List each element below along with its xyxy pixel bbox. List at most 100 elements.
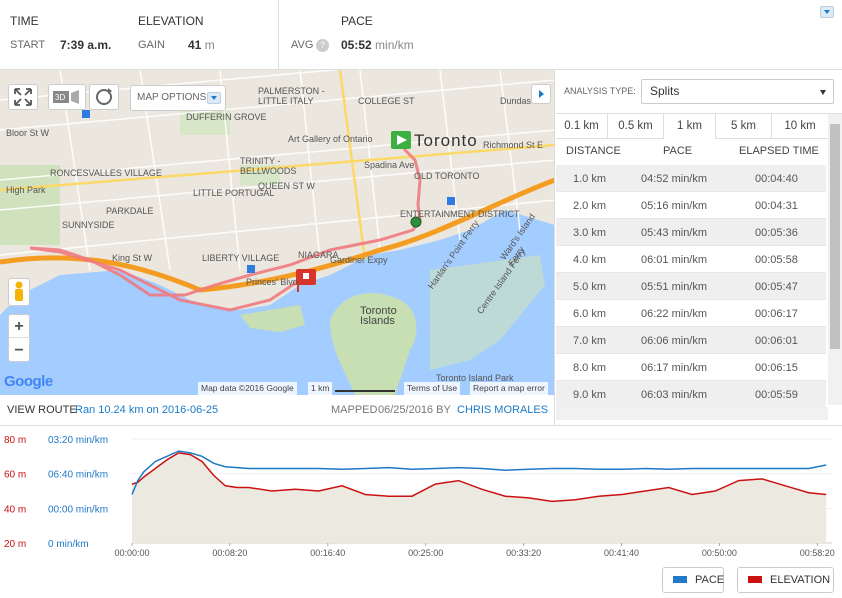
tab-0-1-km[interactable]: 0.1 km <box>556 114 608 139</box>
3d-view-button[interactable]: 3D <box>48 84 86 110</box>
vertical-scrollbar[interactable] <box>828 114 842 405</box>
map-label: QUEEN ST W <box>258 181 315 191</box>
horizontal-scrollbar[interactable] <box>556 407 828 420</box>
chart-plot: 80 m 60 m 40 m 20 m 03:20 min/km 06:40 min/km… <box>4 435 835 558</box>
x-tick: 00:00:00 <box>114 548 149 558</box>
map-options-dropdown[interactable]: MAP OPTIONS <box>130 85 226 111</box>
tab-0-5-km[interactable]: 0.5 km <box>608 114 664 139</box>
x-tick: 00:50:00 <box>702 548 737 558</box>
pace-tick: 03:20 min/km <box>48 435 108 446</box>
split-row: 6.0 km 06:22 min/km 00:06:17 <box>556 300 826 327</box>
transit-icon <box>82 110 90 118</box>
rotate-button[interactable] <box>89 84 119 110</box>
street-view-pegman[interactable] <box>8 278 30 306</box>
map-label: SUNNYSIDE <box>62 220 115 230</box>
google-logo: Google <box>4 373 53 390</box>
splits-table: 1.0 km 04:52 min/km 00:04:40 2.0 km 05:16 mi… <box>556 165 826 408</box>
analysis-type-select[interactable]: Splits <box>641 79 834 104</box>
tab-10-km[interactable]: 10 km <box>784 120 816 132</box>
map-label: RONCESVALLES VILLAGE <box>50 168 162 178</box>
map-label: OLD TORONTO <box>414 171 480 181</box>
chevron-down-icon <box>207 92 221 104</box>
column-elapsed-time: ELAPSED TIME <box>739 145 819 157</box>
header-divider <box>278 0 279 70</box>
gardiner-expressway <box>0 177 554 293</box>
split-pace: 06:06 min/km <box>641 335 708 347</box>
fullscreen-icon <box>14 88 32 106</box>
split-elapsed: 00:05:59 <box>755 389 798 401</box>
split-pace: 05:43 min/km <box>641 227 708 239</box>
tab-1-km[interactable]: 1 km <box>664 114 716 139</box>
gain-label: GAIN <box>138 39 165 51</box>
elevation-legend-label: ELEVATION <box>770 574 831 586</box>
split-elapsed: 00:05:58 <box>755 254 798 266</box>
split-distance: 3.0 km <box>573 227 607 239</box>
elevation-tick: 80 m <box>4 435 26 446</box>
split-elapsed: 00:06:01 <box>755 335 798 347</box>
map-label: Richmond St E <box>483 140 544 150</box>
pace-tick: 06:40 min/km <box>48 470 108 481</box>
map-label: LIBERTY VILLAGE <box>202 253 280 263</box>
collapse-header-button[interactable] <box>820 6 834 18</box>
rotate-icon <box>96 88 112 105</box>
split-row: 2.0 km 05:16 min/km 00:04:31 <box>556 192 826 219</box>
column-pace: PACE <box>663 145 693 157</box>
author-link[interactable]: CHRIS MORALES <box>457 404 549 416</box>
split-elapsed: 00:05:36 <box>755 227 798 239</box>
split-pace: 06:03 min/km <box>641 389 708 401</box>
pace-elevation-chart: 80 m 60 m 40 m 20 m 03:20 min/km 06:40 min/km… <box>0 425 842 598</box>
summary-header: TIME START 7:39 a.m. ELEVATION GAIN 41 m… <box>0 0 842 70</box>
map-label: King St W <box>112 253 153 263</box>
report-error-link[interactable]: Report a map error <box>470 382 548 395</box>
x-tick: 00:58:20 <box>800 548 835 558</box>
elevation-legend-button[interactable]: ELEVATION <box>737 567 834 593</box>
pace-label: PACE <box>341 14 373 28</box>
route-info-bar: VIEW ROUTE Ran 10.24 km on 2016-06-25 MA… <box>0 395 555 425</box>
split-distance: 7.0 km <box>573 335 607 347</box>
map-label: DUFFERIN GROVE <box>186 112 267 122</box>
split-distance: 4.0 km <box>573 254 607 266</box>
map-attribution: Map data ©2016 Google <box>198 382 297 395</box>
pace-swatch <box>673 576 687 583</box>
split-distance: 9.0 km <box>573 389 607 401</box>
split-elapsed: 00:04:40 <box>755 173 798 185</box>
ontario-place <box>240 305 305 332</box>
3d-icon: 3D <box>53 90 79 104</box>
fullscreen-button[interactable] <box>8 84 38 110</box>
split-pace: 05:16 min/km <box>641 200 708 212</box>
elevation-tick: 40 m <box>4 504 26 515</box>
terms-link[interactable]: Terms of Use <box>404 382 461 395</box>
arterial-roads <box>0 70 554 261</box>
pace-legend-button[interactable]: PACE <box>662 567 724 593</box>
split-elapsed: 00:06:15 <box>755 362 798 374</box>
elevation-swatch <box>748 576 762 583</box>
elevation-area <box>132 452 827 543</box>
help-icon[interactable]: ? <box>316 39 329 52</box>
zoom-in-button[interactable]: + <box>9 315 29 338</box>
tab-5-km[interactable]: 5 km <box>716 114 772 139</box>
pegman-icon <box>15 281 23 301</box>
split-distance: 1.0 km <box>573 173 607 185</box>
mapped-date: 06/25/2016 BY <box>378 404 451 416</box>
port-lands <box>430 255 545 370</box>
scrollbar-thumb[interactable] <box>830 124 840 349</box>
split-row: 8.0 km 06:17 min/km 00:06:15 <box>556 354 826 381</box>
map-label: High Park <box>6 185 46 195</box>
pace-legend-label: PACE <box>695 574 725 586</box>
map-label: Toronto Islands <box>360 305 397 327</box>
avg-label: AVG <box>291 39 314 51</box>
map-options-label: MAP OPTIONS <box>137 92 207 103</box>
map-label: ENTERTAINMENT DISTRICT <box>400 209 520 219</box>
view-route-label: VIEW ROUTE <box>7 404 77 416</box>
zoom-out-button[interactable]: − <box>14 342 24 359</box>
map-scale: 1 km <box>308 382 333 395</box>
avg-pace-unit: min/km <box>375 38 414 52</box>
run-link[interactable]: Ran 10.24 km on 2016-06-25 <box>75 404 219 416</box>
split-row: 9.0 km 06:03 min/km 00:05:59 <box>556 381 826 408</box>
split-row: 3.0 km 05:43 min/km 00:05:36 <box>556 219 826 246</box>
elevation-tick: 60 m <box>4 470 26 481</box>
route-map[interactable]: 3D MAP OPTIONS + − PALMERSTON - LITTLE I… <box>0 70 555 395</box>
x-tick: 00:33:20 <box>506 548 541 558</box>
split-distance: 6.0 km <box>573 308 607 320</box>
expand-panel-button[interactable] <box>531 84 551 104</box>
